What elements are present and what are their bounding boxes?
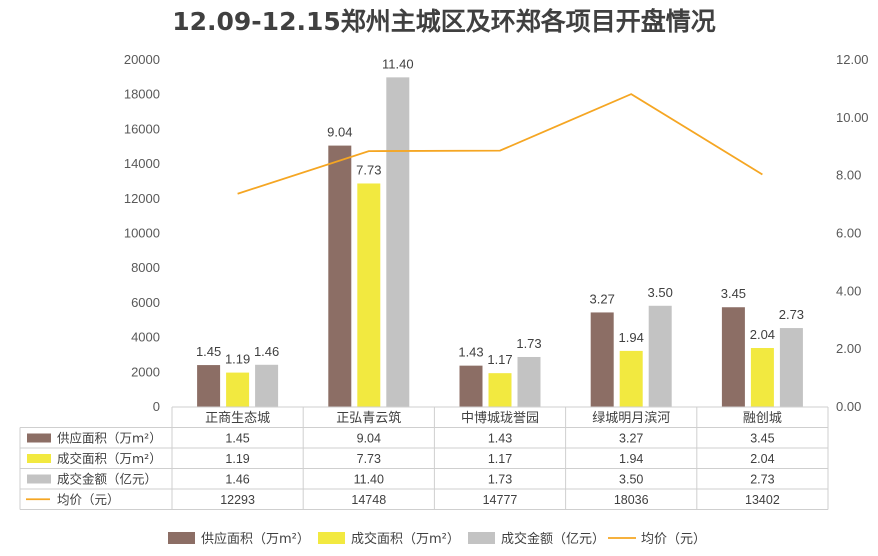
legend-key-swatch <box>168 532 195 544</box>
bar-2-2 <box>357 183 381 407</box>
table-key-swatch <box>27 454 51 463</box>
table-series-name: 均价（元） <box>57 492 120 507</box>
bar-2-1 <box>226 372 250 407</box>
left-axis-tick: 20000 <box>124 52 160 67</box>
right-axis-tick: 8.00 <box>836 168 861 183</box>
table-cell: 14748 <box>351 493 386 507</box>
bar-1-1 <box>197 365 221 407</box>
table-cell: 7.73 <box>357 452 381 466</box>
bar-2-5 <box>750 348 774 407</box>
bar-1-2 <box>328 145 352 408</box>
table-key-swatch <box>27 433 51 443</box>
table-cell: 3.45 <box>750 432 774 446</box>
bar-value-label: 1.43 <box>458 345 483 360</box>
bar-3-2 <box>386 77 410 407</box>
left-axis-tick: 6000 <box>131 295 160 310</box>
bar-value-label: 1.19 <box>225 352 250 367</box>
table-cell: 2.04 <box>750 452 774 466</box>
right-axis-tick: 10.00 <box>836 110 869 125</box>
table-series-name: 成交金额（亿元） <box>57 472 157 487</box>
table-cell: 12293 <box>220 493 255 507</box>
bar-2-3 <box>488 373 512 407</box>
data-labels: 1.45 9.04 1.43 3.27 3.45 1.19 7.73 1.17 1.94 2.04… <box>196 56 804 367</box>
table-cell: 13402 <box>745 493 780 507</box>
right-axis-tick: 6.00 <box>836 226 861 241</box>
bar-value-label: 1.73 <box>516 336 541 351</box>
bars <box>197 77 803 408</box>
table-cell: 14777 <box>483 493 518 507</box>
category-label: 正弘青云筑 <box>336 410 401 426</box>
bar-value-label: 7.73 <box>356 162 381 177</box>
right-axis: 0.00 2.00 4.00 6.00 8.00 10.00 12.00 <box>836 52 869 414</box>
left-axis-tick: 0 <box>153 399 160 414</box>
table-series-name: 成交面积（万m²） <box>57 451 162 466</box>
bar-3-1 <box>255 364 279 407</box>
table-cell: 1.73 <box>488 473 512 487</box>
bar-value-label: 9.04 <box>327 125 352 140</box>
chart-title: 12.09-12.15郑州主城区及环郑各项目开盘情况 <box>172 7 716 36</box>
bar-1-3 <box>459 365 483 407</box>
bar-value-label: 2.73 <box>779 307 804 322</box>
legend-label: 供应面积（万m²） <box>201 531 310 547</box>
bar-value-label: 2.04 <box>750 327 775 342</box>
left-axis-tick: 10000 <box>124 226 160 241</box>
table-cell: 3.27 <box>619 432 643 446</box>
bar-value-label: 3.45 <box>721 286 746 301</box>
table-cell: 1.94 <box>619 452 643 466</box>
right-axis-tick: 12.00 <box>836 52 869 67</box>
left-axis-tick: 18000 <box>124 87 160 102</box>
category-label: 融创城 <box>743 411 782 426</box>
legend-label: 成交金额（亿元） <box>501 531 605 547</box>
table-cell: 1.19 <box>225 452 249 466</box>
table-cell: 1.46 <box>225 473 249 487</box>
bar-value-label: 1.94 <box>619 330 644 345</box>
left-axis-tick: 2000 <box>131 364 160 379</box>
table-cell: 2.73 <box>750 473 774 487</box>
table-cell: 3.50 <box>619 473 643 487</box>
right-axis-tick: 0.00 <box>836 399 861 414</box>
right-axis-tick: 4.00 <box>836 283 861 298</box>
bar-1-5 <box>721 307 745 407</box>
legend-label: 成交面积（万m²） <box>351 531 460 547</box>
left-axis-tick: 4000 <box>131 330 160 345</box>
bar-value-label: 1.45 <box>196 344 221 359</box>
category-label: 中博城珑誉园 <box>461 411 539 426</box>
bar-3-4 <box>648 305 672 407</box>
bar-2-4 <box>619 350 643 407</box>
bar-value-label: 3.27 <box>590 291 615 306</box>
left-axis: 0 2000 4000 6000 8000 10000 12000 14000 16000 180… <box>124 52 160 414</box>
table-cell: 1.45 <box>225 432 249 446</box>
table-cell: 18036 <box>614 493 649 507</box>
legend-key-swatch <box>468 532 495 544</box>
table-cell: 9.04 <box>357 432 381 446</box>
category-label: 正商生态城 <box>205 411 270 426</box>
right-axis-tick: 2.00 <box>836 341 861 356</box>
bar-value-label: 1.17 <box>487 352 512 367</box>
table-key-swatch <box>27 474 51 484</box>
left-axis-tick: 14000 <box>124 156 160 171</box>
table-cell: 1.43 <box>488 432 512 446</box>
bar-1-4 <box>590 312 614 407</box>
table-series-name: 供应面积（万m²） <box>57 431 162 446</box>
bar-value-label: 11.40 <box>382 56 414 71</box>
left-axis-tick: 12000 <box>124 191 160 206</box>
bar-3-5 <box>779 328 803 407</box>
legend-key-swatch <box>318 532 345 544</box>
price-line <box>237 93 763 195</box>
bar-3-3 <box>517 356 541 407</box>
bar-value-label: 3.50 <box>648 285 673 300</box>
legend: 供应面积（万m²） 成交面积（万m²） 成交金额（亿元） 均价（元） <box>168 531 706 547</box>
table-cell: 1.17 <box>488 452 512 466</box>
category-label: 绿城明月滨河 <box>592 410 670 426</box>
table-cell: 11.40 <box>354 473 384 487</box>
price-line-path <box>237 93 763 195</box>
bar-value-label: 1.46 <box>254 344 279 359</box>
left-axis-tick: 8000 <box>131 260 160 275</box>
left-axis-tick: 16000 <box>124 121 160 136</box>
legend-label: 均价（元） <box>641 532 706 547</box>
